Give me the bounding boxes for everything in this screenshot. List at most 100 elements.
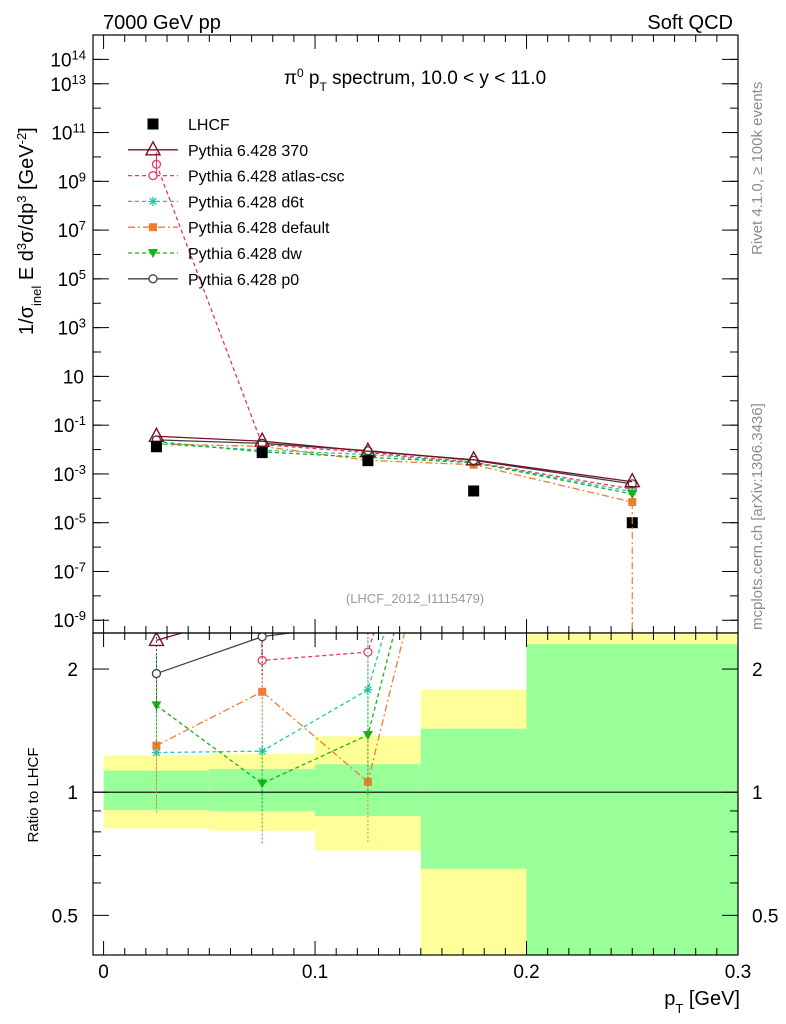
y-tick-label: 10-1 bbox=[53, 413, 86, 438]
y-tick-exp: 11 bbox=[73, 120, 87, 135]
legend-label-p0: Pythia 6.428 p0 bbox=[188, 272, 299, 289]
legend-marker-d6t bbox=[148, 196, 158, 206]
y-tick-exp: 13 bbox=[72, 71, 86, 86]
y-tick-base: 10 bbox=[51, 124, 72, 145]
legend-item-default: Pythia 6.428 default bbox=[128, 220, 330, 237]
legend-marker-dw bbox=[148, 249, 158, 258]
ratio-y-tick-label-right: 2 bbox=[752, 660, 763, 681]
ratio-panel: 0.5 0.5 1 1 2 2 0 0.1 0.2 0.3 Ratio to LHCF pT [G… bbox=[25, 632, 778, 1016]
ratio-series-p0 bbox=[151, 633, 295, 714]
ratio-y-tick-label-right: 0.5 bbox=[752, 906, 778, 927]
title-sup: 0 bbox=[297, 66, 304, 80]
legend-label-dw: Pythia 6.428 dw bbox=[188, 246, 302, 263]
point-lhcf bbox=[256, 447, 268, 459]
point-py370 bbox=[465, 450, 482, 466]
y-tick-exp: -3 bbox=[74, 461, 86, 476]
legend-item-d6t: Pythia 6.428 d6t bbox=[128, 194, 304, 211]
legend-label-atlas_csc: Pythia 6.428 atlas-csc bbox=[188, 169, 345, 186]
y-tick-base: 10 bbox=[58, 319, 79, 340]
legend-item-atlas_csc: Pythia 6.428 atlas-csc bbox=[128, 169, 345, 186]
y-tick-label: 10-5 bbox=[53, 510, 86, 535]
rivet-label: Rivet 4.1.0, ≥ 100k events bbox=[749, 82, 766, 255]
legend-marker-lhcf bbox=[147, 118, 159, 130]
point-py370 bbox=[254, 431, 271, 447]
y-tick-base: 10 bbox=[53, 465, 74, 486]
y-tick-base: 10 bbox=[53, 611, 74, 632]
x-axis-label: pT [GeV] bbox=[664, 988, 740, 1016]
y-tick-base: 10 bbox=[63, 367, 84, 388]
legend-label-py370: Pythia 6.428 370 bbox=[188, 143, 308, 160]
ratio-y-tick-label: 1 bbox=[67, 783, 78, 804]
y-tick-exp: 14 bbox=[72, 47, 86, 62]
point-dw bbox=[627, 490, 638, 500]
legend-item-dw: Pythia 6.428 dw bbox=[128, 246, 302, 263]
ratio-point-atlas_csc bbox=[257, 655, 267, 666]
ratio-point-p0 bbox=[151, 668, 162, 679]
legend-marker-default bbox=[149, 223, 157, 232]
plot-title: π0 pT spectrum, 10.0 < y < 11.0 bbox=[284, 66, 546, 94]
y-tick-base: 10 bbox=[53, 416, 74, 437]
main-ticks: 10-910-710-510-310-110103105107109101110… bbox=[50, 34, 739, 633]
title-pi: π bbox=[284, 68, 297, 89]
ratio-clipped bbox=[148, 633, 406, 844]
main-series bbox=[148, 152, 641, 633]
series-line-dw bbox=[156, 441, 633, 495]
y-tick-exp: 9 bbox=[79, 169, 86, 184]
point-lhcf bbox=[468, 485, 480, 497]
y-tick-base: 10 bbox=[50, 75, 71, 96]
y-tick-base: 10 bbox=[58, 270, 79, 291]
legend-marker-atlas_csc bbox=[148, 170, 158, 181]
legend-marker-py370 bbox=[144, 140, 162, 156]
x-tick-label: 0.1 bbox=[302, 962, 328, 983]
y-tick-label: 107 bbox=[58, 218, 86, 243]
legend: LHCF Pythia 6.428 370 Pythia 6.428 atlas-c… bbox=[128, 117, 345, 289]
y-tick-exp: -9 bbox=[74, 608, 86, 623]
series-line-p0 bbox=[156, 439, 633, 485]
main-panel: 10-910-710-510-310-110103105107109101110… bbox=[14, 34, 739, 634]
point-lhcf bbox=[362, 455, 374, 467]
legend-label-d6t: Pythia 6.428 d6t bbox=[188, 194, 304, 211]
series-d6t bbox=[151, 439, 637, 497]
header-right: Soft QCD bbox=[647, 12, 733, 34]
legend-item-p0: Pythia 6.428 p0 bbox=[128, 272, 299, 289]
y-tick-base: 10 bbox=[53, 514, 74, 535]
ratio-point-default bbox=[258, 687, 267, 696]
ratio-series bbox=[148, 633, 406, 844]
series-line-py370 bbox=[156, 435, 633, 483]
point-py370 bbox=[624, 472, 641, 488]
series-default bbox=[152, 439, 637, 507]
y-tick-base: 10 bbox=[50, 50, 71, 71]
series-line-atlas_csc bbox=[155, 164, 633, 490]
ratio-y-tick-label: 0.5 bbox=[52, 906, 78, 927]
ratio-ticks: 0.5 0.5 1 1 2 2 0 0.1 0.2 0.3 bbox=[52, 633, 778, 983]
header-left: 7000 GeV pp bbox=[103, 12, 221, 34]
x-tick-label: 0.3 bbox=[725, 962, 751, 983]
title-p: p bbox=[304, 68, 320, 89]
ratio-line-d6t bbox=[156, 633, 385, 754]
series-dw bbox=[151, 437, 638, 500]
ratio-bands bbox=[103, 633, 738, 955]
ratio-line-atlas_csc bbox=[260, 633, 375, 662]
ratio-point-p0 bbox=[257, 633, 267, 642]
y-tick-exp: -1 bbox=[74, 413, 86, 428]
y-tick-label: 10-3 bbox=[53, 461, 86, 486]
ratio-frame bbox=[92, 632, 739, 956]
y-axis-label: 1/σinel E d3σ/dp3 [GeV-2] bbox=[14, 127, 44, 335]
point-lhcf bbox=[150, 441, 162, 453]
y-tick-label: 103 bbox=[58, 315, 86, 340]
y-tick-exp: -5 bbox=[74, 510, 86, 525]
x-tick-label: 0.2 bbox=[513, 962, 539, 983]
y-tick-base: 10 bbox=[53, 562, 74, 583]
y-tick-label: 105 bbox=[58, 266, 86, 291]
ratio-series-dw bbox=[151, 633, 395, 844]
ratio-y-tick-label: 2 bbox=[67, 660, 78, 681]
y-tick-exp: -7 bbox=[74, 559, 86, 574]
x-tick-label: 0 bbox=[98, 962, 109, 983]
y-tick-exp: 7 bbox=[79, 218, 86, 233]
legend-label-default: Pythia 6.428 default bbox=[188, 220, 330, 237]
legend-item-py370: Pythia 6.428 370 bbox=[128, 140, 308, 160]
green-band bbox=[420, 728, 527, 869]
analysis-watermark: (LHCF_2012_I1115479) bbox=[346, 591, 484, 606]
y-tick-base: 10 bbox=[58, 221, 79, 242]
